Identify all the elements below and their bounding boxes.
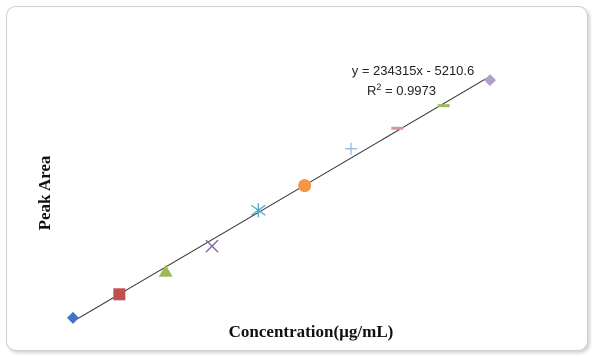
data-points — [67, 74, 496, 324]
chart-frame: y = 234315x - 5210.6 R2 = 0.9973 Concent… — [6, 6, 588, 351]
data-point-square — [113, 288, 126, 301]
trendline-r2: R2 = 0.9973 — [367, 82, 436, 98]
calibration-chart: y = 234315x - 5210.6 R2 = 0.9973 Concent… — [35, 63, 496, 341]
data-point-diamond — [67, 311, 79, 324]
trendline-equation: y = 234315x - 5210.6 — [352, 63, 475, 78]
data-point-dash — [391, 126, 404, 130]
trendline — [72, 75, 491, 322]
data-point-dash — [437, 104, 450, 108]
y-axis-title: Peak Area — [35, 155, 54, 230]
data-point-x — [205, 239, 219, 253]
data-point-diamond — [484, 74, 496, 87]
x-axis-title: Concentration(µg/mL) — [229, 322, 394, 341]
data-point-triangle — [158, 264, 173, 277]
data-point-circle — [298, 179, 312, 193]
data-point-asterisk — [250, 203, 266, 218]
data-point-plus — [345, 142, 357, 155]
